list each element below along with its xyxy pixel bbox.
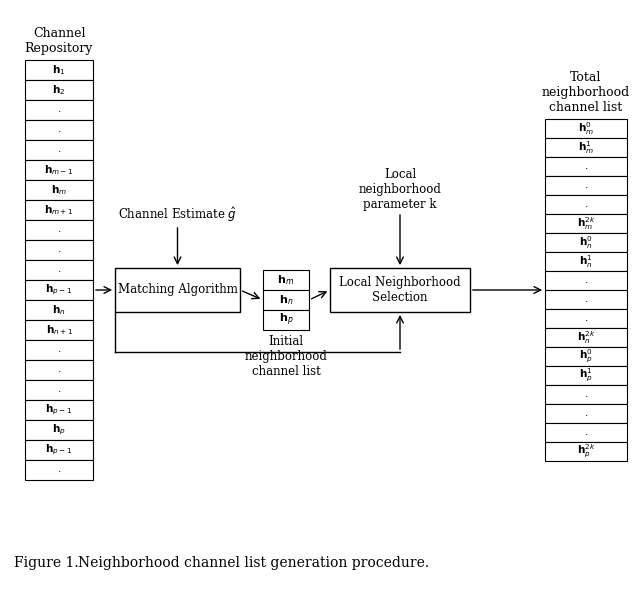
Bar [263, 290, 309, 310]
Bar [25, 180, 93, 200]
Text: Figure 1.: Figure 1. [14, 556, 79, 570]
Text: $\mathbf{h}_m^{2k}$: $\mathbf{h}_m^{2k}$ [577, 215, 595, 232]
Text: $.$: $.$ [57, 385, 61, 395]
Bar [25, 160, 93, 180]
Bar [25, 200, 93, 220]
Text: $.$: $.$ [584, 314, 588, 323]
Bar [545, 214, 627, 233]
Text: Matching Algorithm: Matching Algorithm [118, 284, 237, 297]
Bar [545, 309, 627, 328]
Text: $.$: $.$ [57, 346, 61, 355]
Bar [25, 140, 93, 160]
Bar [25, 460, 93, 480]
Text: $\mathbf{h}_{p-1}$: $\mathbf{h}_{p-1}$ [45, 283, 72, 297]
Text: $\mathbf{h}_n^{2k}$: $\mathbf{h}_n^{2k}$ [577, 329, 595, 346]
Bar [545, 347, 627, 366]
Text: $\mathbf{h}_n$: $\mathbf{h}_n$ [279, 293, 293, 307]
Text: $.$: $.$ [584, 409, 588, 418]
Bar [25, 400, 93, 420]
Bar [545, 271, 627, 290]
Text: $\mathbf{h}_{n+1}$: $\mathbf{h}_{n+1}$ [45, 323, 72, 337]
Text: $\mathbf{h}_{p-1}$: $\mathbf{h}_{p-1}$ [45, 403, 72, 417]
Bar [545, 442, 627, 461]
Text: Local Neighborhood
Selection: Local Neighborhood Selection [339, 276, 461, 304]
Bar [25, 360, 93, 380]
Bar [545, 119, 627, 138]
Text: $\mathbf{h}_p$: $\mathbf{h}_p$ [278, 312, 293, 328]
Text: $.$: $.$ [584, 428, 588, 437]
Text: $.$: $.$ [57, 106, 61, 114]
Bar [545, 328, 627, 347]
Text: $.$: $.$ [584, 390, 588, 399]
Bar [545, 385, 627, 404]
Bar [25, 420, 93, 440]
Bar [25, 280, 93, 300]
Bar [25, 440, 93, 460]
Bar [25, 300, 93, 320]
Bar [115, 268, 240, 312]
Text: $\mathbf{h}_p^0$: $\mathbf{h}_p^0$ [579, 348, 593, 365]
Text: Initial
neighborhood
channel list: Initial neighborhood channel list [244, 335, 328, 378]
Bar [25, 380, 93, 400]
Text: $\mathbf{h}_2$: $\mathbf{h}_2$ [52, 83, 66, 97]
Bar [545, 423, 627, 442]
Bar [263, 310, 309, 330]
Bar [545, 252, 627, 271]
Bar [545, 138, 627, 157]
Bar [25, 220, 93, 240]
Text: $.$: $.$ [57, 225, 61, 234]
Text: $.$: $.$ [584, 276, 588, 285]
Bar [545, 366, 627, 385]
Bar [545, 195, 627, 214]
Text: $\mathbf{h}_p^{2k}$: $\mathbf{h}_p^{2k}$ [577, 443, 595, 460]
Bar [25, 80, 93, 100]
Text: $\mathbf{h}_{m+1}$: $\mathbf{h}_{m+1}$ [44, 203, 74, 217]
Text: $\mathbf{h}_m$: $\mathbf{h}_m$ [278, 273, 294, 287]
Bar [545, 157, 627, 176]
Text: Channel
Repository: Channel Repository [25, 27, 93, 55]
Bar [25, 60, 93, 80]
Bar [545, 176, 627, 195]
Text: $\mathbf{h}_{m-1}$: $\mathbf{h}_{m-1}$ [44, 163, 74, 177]
Text: Total
neighborhood
channel list: Total neighborhood channel list [542, 71, 630, 114]
Text: $.$: $.$ [57, 126, 61, 135]
Text: $\mathbf{h}_p$: $\mathbf{h}_p$ [52, 423, 66, 437]
Bar [25, 120, 93, 140]
Bar [330, 268, 470, 312]
Bar [25, 320, 93, 340]
Text: $.$: $.$ [584, 200, 588, 209]
Bar [545, 404, 627, 423]
Text: $.$: $.$ [57, 365, 61, 375]
Text: $\mathbf{h}_n^0$: $\mathbf{h}_n^0$ [579, 234, 593, 251]
Bar [25, 100, 93, 120]
Text: $.$: $.$ [57, 466, 61, 474]
Bar [545, 290, 627, 309]
Text: $\mathbf{h}_{p-1}$: $\mathbf{h}_{p-1}$ [45, 443, 72, 457]
Text: Channel Estimate $\hat{g}$: Channel Estimate $\hat{g}$ [118, 205, 237, 224]
Text: $.$: $.$ [584, 181, 588, 190]
Text: $\mathbf{h}_p^1$: $\mathbf{h}_p^1$ [579, 367, 593, 384]
Text: $.$: $.$ [57, 146, 61, 155]
Bar [25, 240, 93, 260]
Bar [545, 233, 627, 252]
Bar [263, 270, 309, 290]
Text: $.$: $.$ [584, 162, 588, 171]
Text: $\mathbf{h}_n^1$: $\mathbf{h}_n^1$ [579, 253, 593, 270]
Text: $\mathbf{h}_1$: $\mathbf{h}_1$ [52, 63, 66, 77]
Text: Local
neighborhood
parameter k: Local neighborhood parameter k [358, 168, 442, 211]
Text: $\mathbf{h}_m^0$: $\mathbf{h}_m^0$ [578, 120, 594, 137]
Text: $\mathbf{h}_n$: $\mathbf{h}_n$ [52, 303, 66, 317]
Text: $\mathbf{h}_m^1$: $\mathbf{h}_m^1$ [578, 139, 594, 156]
Text: $.$: $.$ [57, 266, 61, 274]
Bar [25, 340, 93, 360]
Text: $\mathbf{h}_m$: $\mathbf{h}_m$ [51, 183, 67, 197]
Text: Neighborhood channel list generation procedure.: Neighborhood channel list generation pro… [78, 556, 429, 570]
Text: $.$: $.$ [584, 295, 588, 304]
Text: $.$: $.$ [57, 245, 61, 254]
Bar [25, 260, 93, 280]
